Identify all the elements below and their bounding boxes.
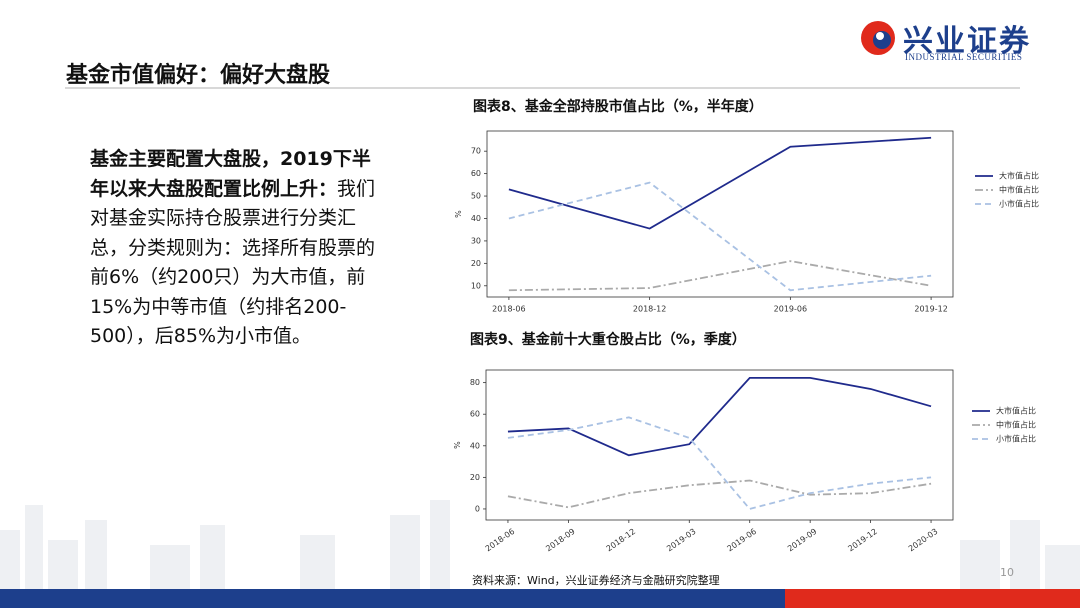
x-tick-label: 2019-06 [726, 527, 759, 554]
x-tick-label: 2018-06 [484, 527, 517, 554]
plot-frame [485, 369, 954, 521]
series-line [508, 260, 932, 292]
y-tick-label: 20 [470, 473, 480, 482]
footer-bar-blue [0, 589, 785, 608]
x-tick-label: 2020-03 [907, 527, 940, 554]
x-tick-label: 2019-09 [786, 527, 819, 554]
y-tick-label: 60 [471, 169, 481, 178]
x-tick-label: 2019-12 [914, 305, 947, 314]
series-line [507, 479, 932, 509]
y-tick-label: 40 [471, 214, 481, 223]
series-line [507, 416, 932, 510]
y-tick-label: 30 [471, 236, 481, 245]
y-tick-label: 70 [471, 147, 481, 156]
legend-label: 中市值占比 [996, 420, 1036, 430]
x-tick-label: 2019-06 [774, 305, 807, 314]
series-line [508, 136, 932, 230]
body-highlight: 基金主要配置大盘股，2019下半年以来大盘股配置比例上升： [90, 148, 371, 200]
y-tick-label: 60 [470, 410, 480, 419]
x-tick-label: 2019-12 [846, 527, 879, 554]
y-tick-label: 40 [470, 441, 480, 450]
series-line [507, 376, 932, 457]
logo-name: 兴业证券 [903, 24, 1031, 59]
x-tick-label: 2018-12 [633, 305, 666, 314]
logo-mark-dot [876, 32, 884, 40]
y-tick-label: 10 [471, 281, 481, 290]
legend-label: 中市值占比 [999, 185, 1039, 195]
slide-title: 基金市值偏好：偏好大盘股 [66, 63, 331, 88]
y-tick-label: 80 [470, 378, 480, 387]
legend-label: 大市值占比 [996, 406, 1036, 416]
y-tick-label: 20 [471, 259, 481, 268]
skyline [0, 500, 1080, 590]
body-text: 基金主要配置大盘股，2019下半年以来大盘股配置比例上升：我们对基金实际持仓股票… [90, 145, 385, 352]
chart-title: 图表9、基金前十大重仓股占比（%，季度） [470, 331, 746, 348]
source-note: 资料来源：Wind，兴业证券经济与金融研究院整理 [472, 574, 720, 587]
legend-label: 小市值占比 [999, 199, 1039, 209]
plot-frame [486, 130, 954, 298]
y-tick-label: 50 [471, 192, 481, 201]
x-tick-label: 2019-03 [665, 527, 698, 554]
y-tick-label: 0 [475, 504, 480, 513]
page-number: 10 [1000, 566, 1014, 579]
x-tick-label: 2018-09 [544, 527, 577, 554]
x-tick-label: 2018-06 [492, 305, 525, 314]
legend-label: 小市值占比 [996, 434, 1036, 444]
y-axis-label: % [453, 441, 462, 449]
legend-label: 大市值占比 [999, 171, 1039, 181]
logo-subtitle: INDUSTRIAL SECURITIES [905, 52, 1023, 62]
chart-title: 图表8、基金全部持股市值占比（%，半年度） [473, 98, 763, 115]
series-line [508, 181, 932, 292]
y-axis-label: % [454, 210, 463, 218]
body-paragraph: 我们对基金实际持仓股票进行分类汇总，分类规则为：选择所有股票的前6%（约200只… [90, 177, 376, 348]
footer-bar-red [785, 589, 1080, 608]
x-tick-label: 2018-12 [605, 527, 638, 554]
